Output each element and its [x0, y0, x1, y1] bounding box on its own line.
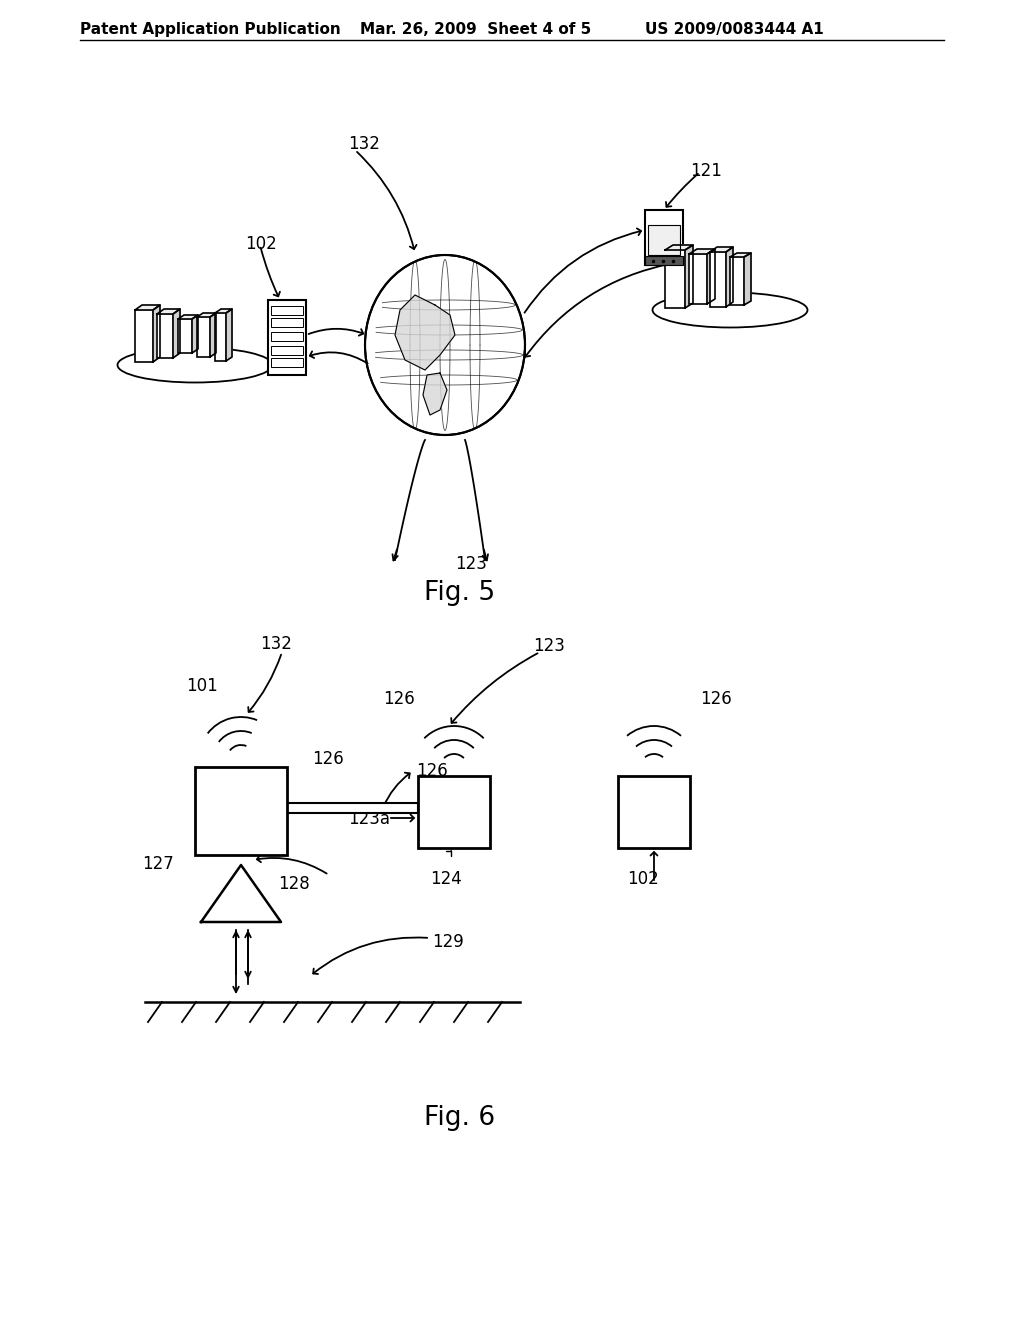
Bar: [618, 776, 690, 847]
Text: 126: 126: [700, 690, 732, 708]
Text: 121: 121: [690, 162, 722, 180]
Bar: [197, 317, 210, 356]
Text: US 2009/0083444 A1: US 2009/0083444 A1: [645, 22, 823, 37]
Polygon shape: [201, 865, 281, 921]
Polygon shape: [726, 247, 733, 308]
Text: 124: 124: [430, 870, 462, 888]
Polygon shape: [665, 246, 693, 249]
Polygon shape: [173, 309, 180, 358]
Polygon shape: [197, 313, 216, 317]
Polygon shape: [215, 309, 232, 313]
Polygon shape: [210, 313, 216, 356]
Text: 123: 123: [534, 638, 565, 655]
Polygon shape: [178, 315, 198, 319]
Text: Patent Application Publication: Patent Application Publication: [80, 22, 341, 37]
Polygon shape: [153, 305, 160, 362]
Bar: [135, 310, 153, 362]
Text: 123: 123: [455, 554, 486, 573]
Polygon shape: [157, 309, 180, 314]
Polygon shape: [193, 315, 198, 352]
Text: 126: 126: [416, 762, 447, 780]
Polygon shape: [744, 253, 751, 305]
Ellipse shape: [118, 347, 272, 383]
Ellipse shape: [652, 293, 808, 327]
Ellipse shape: [365, 255, 525, 436]
Polygon shape: [710, 247, 733, 252]
Bar: [271, 346, 303, 355]
Text: Mar. 26, 2009  Sheet 4 of 5: Mar. 26, 2009 Sheet 4 of 5: [360, 22, 591, 37]
Text: 132: 132: [348, 135, 380, 153]
Polygon shape: [226, 309, 232, 360]
Text: 102: 102: [245, 235, 276, 253]
Polygon shape: [135, 305, 160, 310]
Bar: [271, 306, 303, 315]
Bar: [178, 319, 193, 352]
Bar: [268, 300, 306, 375]
Bar: [287, 803, 418, 813]
Polygon shape: [685, 246, 693, 308]
Bar: [418, 776, 490, 847]
Text: 126: 126: [383, 690, 415, 708]
Bar: [730, 257, 744, 305]
Bar: [689, 253, 707, 304]
Text: 129: 129: [432, 933, 464, 950]
Text: Fig. 5: Fig. 5: [424, 579, 496, 606]
Text: 128: 128: [278, 875, 309, 894]
Bar: [648, 224, 680, 255]
Bar: [215, 313, 226, 360]
Polygon shape: [423, 374, 447, 414]
Bar: [645, 256, 683, 265]
Text: 126: 126: [312, 750, 344, 768]
Polygon shape: [707, 249, 715, 304]
Text: Fig. 6: Fig. 6: [424, 1105, 496, 1131]
Bar: [645, 210, 683, 265]
Bar: [271, 318, 303, 327]
Text: 132: 132: [260, 635, 292, 653]
Text: 127: 127: [142, 855, 174, 873]
Text: 102: 102: [627, 870, 658, 888]
Bar: [665, 249, 685, 308]
Bar: [271, 358, 303, 367]
Bar: [195, 767, 287, 855]
Polygon shape: [730, 253, 751, 257]
Bar: [710, 252, 726, 308]
Polygon shape: [689, 249, 715, 253]
Bar: [271, 333, 303, 341]
Polygon shape: [395, 294, 455, 370]
Text: 123a: 123a: [348, 810, 390, 828]
Text: 101: 101: [186, 677, 218, 696]
Bar: [157, 314, 173, 358]
